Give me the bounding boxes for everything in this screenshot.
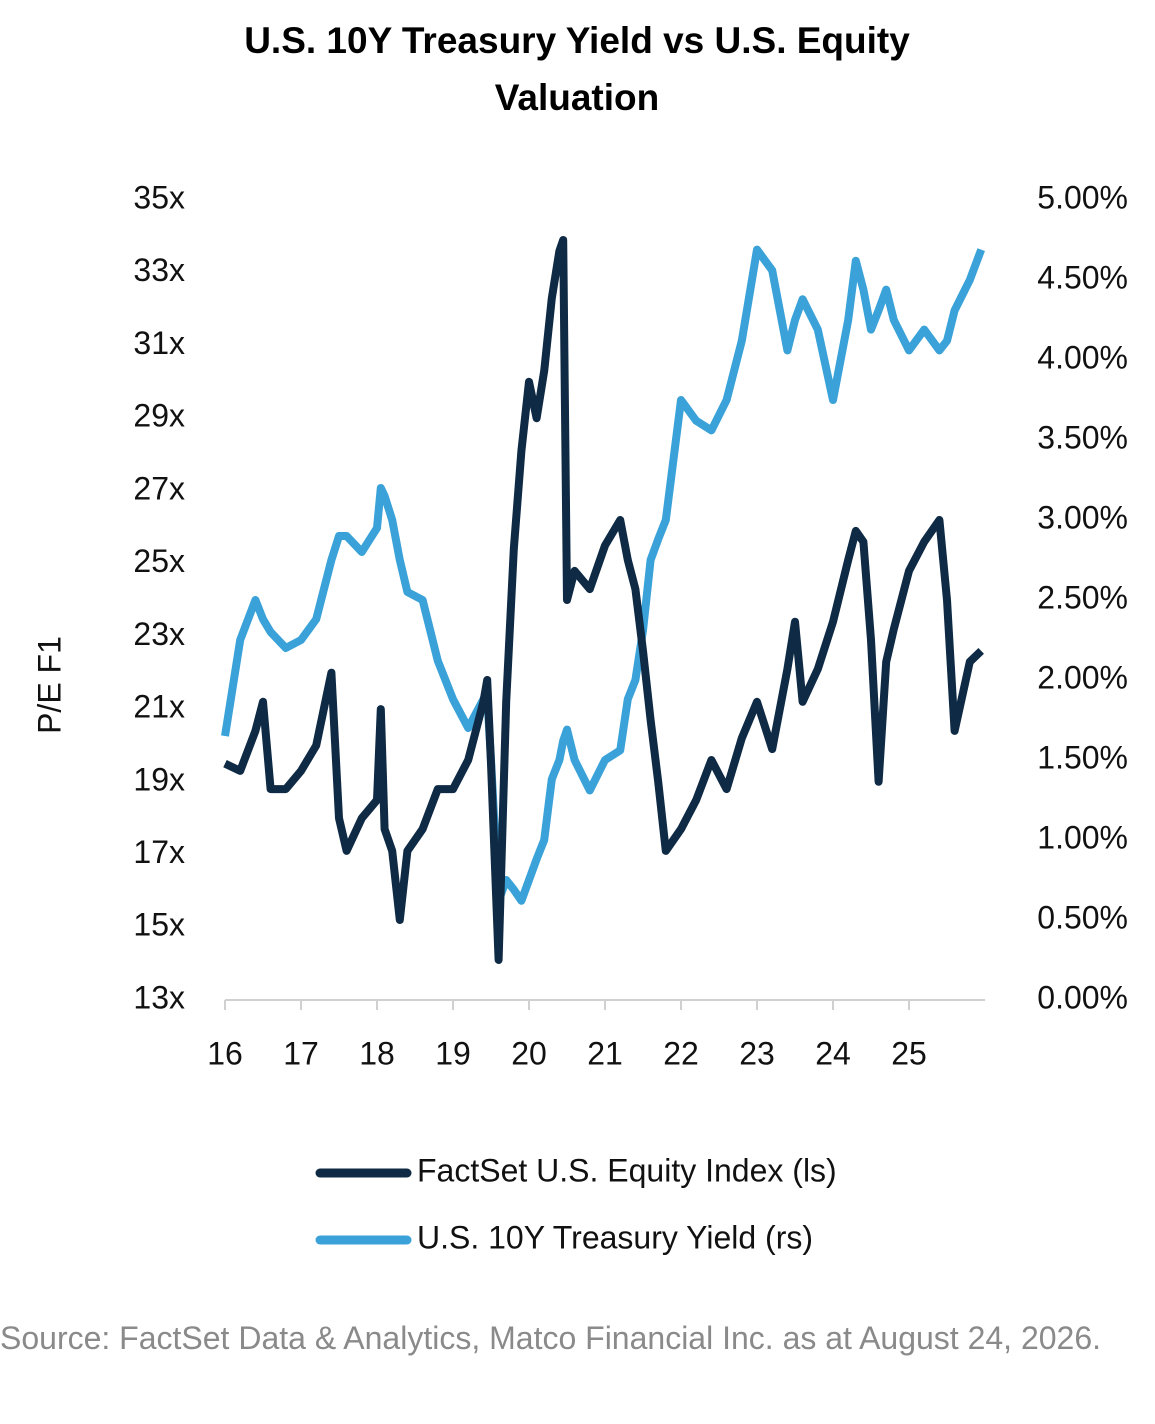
x-tick-label: 21: [587, 1035, 623, 1071]
y2-tick-label: 0.50%: [1037, 899, 1128, 935]
y-tick-label: 23x: [133, 616, 185, 652]
y-tick-label: 33x: [133, 252, 185, 288]
y-tick-label: 25x: [133, 543, 185, 579]
x-tick-label: 16: [207, 1035, 243, 1071]
y-tick-label: 15x: [133, 907, 185, 943]
y-tick-label: 31x: [133, 325, 185, 361]
y2-tick-label: 1.50%: [1037, 739, 1128, 775]
y2-tick-label: 4.50%: [1037, 259, 1128, 295]
y2-tick-label: 0.00%: [1037, 979, 1128, 1015]
y2-tick-label: 4.00%: [1037, 339, 1128, 375]
x-tick-label: 25: [891, 1035, 927, 1071]
legend-label: FactSet U.S. Equity Index (ls): [417, 1152, 837, 1188]
series-line: [223, 236, 984, 964]
legend-label: U.S. 10Y Treasury Yield (rs): [417, 1219, 813, 1255]
y-tick-label: 21x: [133, 689, 185, 725]
y-tick-label: 17x: [133, 834, 185, 870]
x-tick-label: 24: [815, 1035, 851, 1071]
x-tick-label: 18: [359, 1035, 395, 1071]
x-tick-label: 22: [663, 1035, 699, 1071]
y2-tick-label: 3.00%: [1037, 499, 1128, 535]
y-axis-label: P/E F1: [31, 636, 67, 734]
x-tick-label: 20: [511, 1035, 547, 1071]
y-tick-label: 29x: [133, 398, 185, 434]
chart: P/E F1 13x 15x 17x 19x 21x 23x 25x 27x 29x 31x 33x…: [31, 179, 1128, 1255]
chart-title: U.S. 10Y Treasury Yield vs U.S. Equity V…: [244, 20, 910, 118]
y2-tick-label: 2.00%: [1037, 659, 1128, 695]
x-tick-label: 23: [739, 1035, 775, 1071]
y-tick-label: 13x: [133, 979, 185, 1015]
y2-tick-label: 2.50%: [1037, 579, 1128, 615]
series-line: [221, 245, 985, 905]
y-tick-label: 19x: [133, 761, 185, 797]
y-tick-label: 27x: [133, 470, 185, 506]
x-tick-label: 19: [435, 1035, 471, 1071]
y2-tick-label: 5.00%: [1037, 179, 1128, 215]
x-tick-label: 17: [283, 1035, 319, 1071]
y-tick-label: 35x: [133, 179, 185, 215]
y2-tick-label: 3.50%: [1037, 419, 1128, 455]
y2-tick-label: 1.00%: [1037, 819, 1128, 855]
source-note: Source: FactSet Data & Analytics, Matco …: [0, 1320, 1102, 1356]
